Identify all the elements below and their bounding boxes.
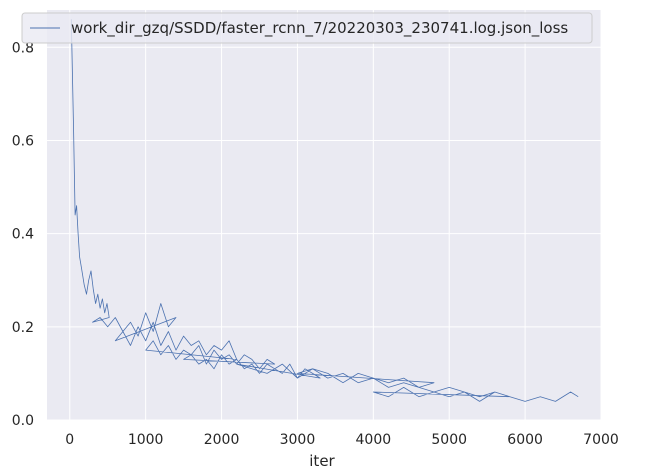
x-tick-label: 6000 (507, 432, 543, 448)
x-tick-label: 0 (65, 432, 74, 448)
grid (47, 10, 602, 421)
x-axis-label: iter (309, 452, 335, 470)
x-tick-label: 5000 (431, 432, 467, 448)
legend: work_dir_gzq/SSDD/faster_rcnn_7/20220303… (21, 12, 593, 44)
legend-box (21, 12, 593, 44)
x-tick-label: 2000 (204, 432, 240, 448)
y-tick-label: 0.4 (12, 227, 34, 243)
y-tick-label: 0.2 (12, 320, 34, 336)
x-tick-label: 3000 (280, 432, 316, 448)
x-tick-labels: 0 1000 2000 3000 4000 5000 6000 7000 (65, 432, 619, 448)
series-group (70, 19, 579, 402)
legend-entry-label: work_dir_gzq/SSDD/faster_rcnn_7/20220303… (71, 19, 568, 38)
y-tick-labels: 0.0 0.2 0.4 0.6 0.8 (12, 40, 34, 429)
x-tick-label: 7000 (583, 432, 619, 448)
y-tick-label: 0.6 (12, 133, 34, 149)
y-tick-label: 0.8 (12, 40, 34, 56)
x-tick-label: 1000 (128, 432, 164, 448)
series-line-0 (70, 19, 579, 402)
plot-background (47, 10, 601, 420)
x-tick-label: 4000 (356, 432, 392, 448)
y-tick-label: 0.0 (12, 413, 34, 429)
